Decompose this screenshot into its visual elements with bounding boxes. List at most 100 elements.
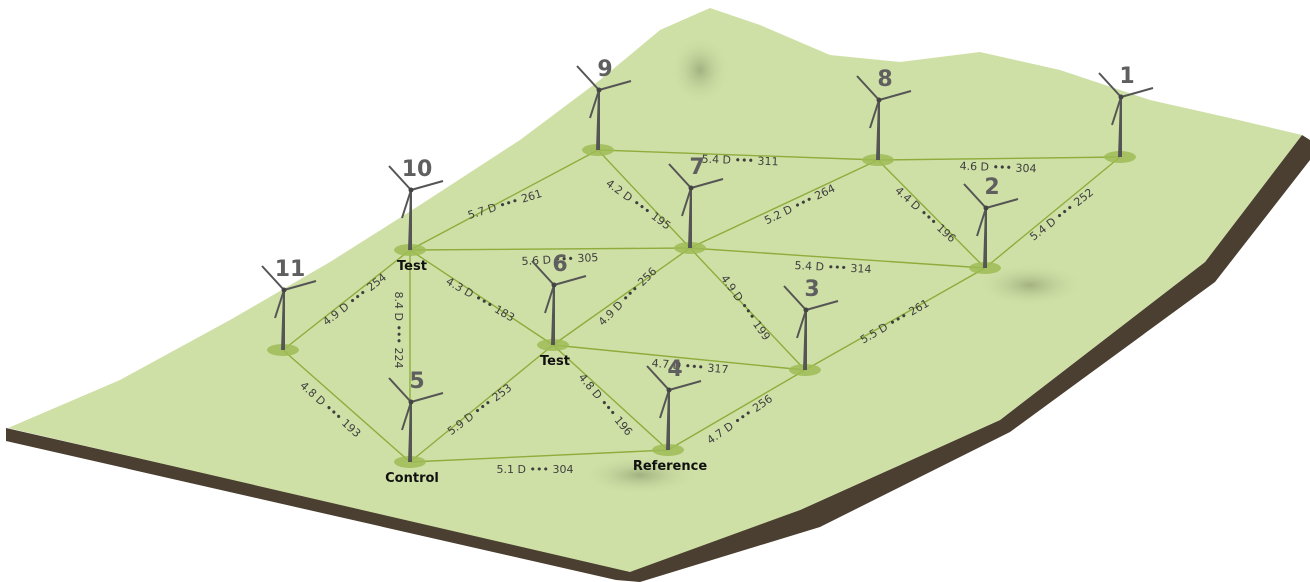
edge-label: 8.4 D ••• 224 xyxy=(392,292,405,369)
turbine-blade xyxy=(401,189,412,219)
edge-label: 4.6 D ••• 304 xyxy=(959,160,1036,176)
turbine-number: 7 xyxy=(689,155,704,180)
turbine-blade xyxy=(659,389,670,419)
edge-line xyxy=(597,149,879,161)
edge-line xyxy=(689,247,806,371)
edge-label: 5.4 D ••• 314 xyxy=(794,259,871,276)
turbine-number: 6 xyxy=(552,252,567,277)
turbine-blade xyxy=(274,289,285,319)
edge-line xyxy=(409,247,691,251)
edge-line xyxy=(667,369,806,451)
turbine-tower xyxy=(803,310,807,370)
turbine-hub xyxy=(281,287,287,293)
turbine-number: 9 xyxy=(597,57,612,82)
edge-label: 5.1 D ••• 304 xyxy=(497,463,574,476)
turbine-blade xyxy=(805,300,839,311)
edge-label: 5.6 D ••• 305 xyxy=(521,251,598,268)
turbine-tower xyxy=(281,290,285,350)
turbine-blade xyxy=(668,163,692,189)
edge-label: 5.4 D ••• 311 xyxy=(701,153,778,169)
turbine-layer: 1 2 3 4 Reference 5 Control 6 Test 7 8 9 10 Test 11 xyxy=(261,57,1154,486)
turbine-blade xyxy=(1120,87,1154,98)
turbine-number: 2 xyxy=(984,175,999,200)
turbine-blade xyxy=(878,90,912,101)
turbine-tower xyxy=(666,390,670,450)
turbine-hub xyxy=(408,399,414,405)
turbine-blade xyxy=(576,65,600,91)
edge-line xyxy=(552,344,806,371)
turbine-role: Control xyxy=(385,471,439,486)
terrain-shadow xyxy=(975,263,1085,307)
terrain-surface xyxy=(8,8,1302,572)
turbine-blade xyxy=(544,284,555,314)
turbine-tower xyxy=(408,402,412,462)
turbine-hub xyxy=(688,185,694,191)
turbine-hub xyxy=(803,307,809,313)
turbine-blade xyxy=(410,180,444,191)
turbine-tower xyxy=(876,100,880,160)
edge-line xyxy=(282,349,411,463)
edge-line xyxy=(597,149,691,249)
turbine-blade xyxy=(681,187,692,217)
edge-line xyxy=(409,344,554,463)
turbine-blade xyxy=(283,280,317,291)
turbine-tower xyxy=(1118,97,1122,157)
turbine-blade xyxy=(869,99,880,129)
turbine-blade xyxy=(783,285,807,311)
turbine-blade xyxy=(388,377,412,403)
edge-line xyxy=(409,449,669,463)
turbine-blade xyxy=(646,365,670,391)
turbine-blade xyxy=(1098,72,1122,98)
edge-line xyxy=(689,247,986,269)
turbine-blade xyxy=(690,178,724,189)
edge-line xyxy=(804,267,986,371)
turbine-blade xyxy=(589,89,600,119)
turbine-blade xyxy=(976,207,987,237)
turbine-number: 1 xyxy=(1119,64,1134,89)
turbine-blade xyxy=(388,165,412,191)
turbine-blade xyxy=(598,80,632,91)
turbine-blade xyxy=(401,401,412,431)
turbine-blade xyxy=(410,392,444,403)
turbine-tower xyxy=(596,90,600,150)
turbine-tower xyxy=(983,208,987,268)
turbine-role: Test xyxy=(397,259,427,274)
turbine-blade xyxy=(668,380,702,391)
turbine-blade xyxy=(531,260,555,286)
turbine-number: 3 xyxy=(804,277,819,302)
edge-line xyxy=(282,249,411,351)
turbine-hub xyxy=(551,282,557,288)
turbine-hub xyxy=(596,87,602,93)
turbine-blade xyxy=(796,309,807,339)
turbine-blade xyxy=(856,75,880,101)
turbine-hub xyxy=(876,97,882,103)
turbine-hub xyxy=(983,205,989,211)
turbine-blade xyxy=(1111,96,1122,126)
turbine-hub xyxy=(666,387,672,393)
turbine-tower xyxy=(408,190,412,250)
edge-line xyxy=(409,249,554,346)
turbine-number: 11 xyxy=(275,257,306,282)
turbine-tower xyxy=(551,285,555,345)
edge-line xyxy=(984,156,1121,269)
terrain-shadow xyxy=(670,35,730,105)
turbine-role: Reference xyxy=(633,459,707,474)
turbine-blade xyxy=(553,275,587,286)
turbine-number: 5 xyxy=(409,369,424,394)
edge-line xyxy=(689,159,879,249)
turbine-tower xyxy=(688,188,692,248)
turbine-blade xyxy=(963,183,987,209)
turbine-blade xyxy=(985,198,1019,209)
turbine-hub xyxy=(1118,94,1124,100)
edge-line xyxy=(552,344,669,451)
terrain-shadow xyxy=(580,455,700,495)
edge-line xyxy=(877,159,986,269)
edge-line xyxy=(877,156,1121,161)
turbine-number: 4 xyxy=(667,357,682,382)
turbine-role: Test xyxy=(540,354,570,369)
edge-line xyxy=(552,247,691,346)
turbine-blade xyxy=(261,265,285,291)
edge-line xyxy=(409,149,599,251)
turbine-number: 8 xyxy=(877,67,892,92)
